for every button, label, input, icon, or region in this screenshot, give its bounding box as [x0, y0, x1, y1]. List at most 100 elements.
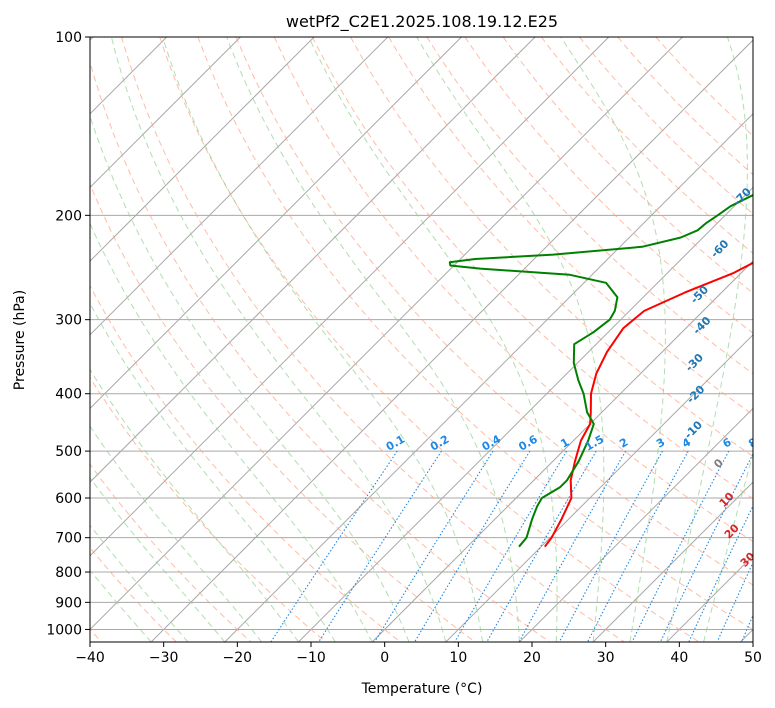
- line-labels: -100-90-80-70-60-50-40-30-20-100.10.20.4…: [384, 100, 775, 598]
- dry-adiabat-line: [655, 37, 753, 137]
- dry-adiabat-line: [159, 37, 700, 642]
- y-tick-label: 200: [55, 208, 82, 224]
- mixing-ratio-label: 1.5: [583, 433, 606, 454]
- y-tick-label: 500: [55, 444, 82, 460]
- mixing-ratio-label: 8: [746, 436, 759, 451]
- y-tick-label: 1000: [46, 622, 82, 638]
- moist-adiabat-line: [110, 37, 447, 642]
- moist-adiabat-line: [162, 37, 484, 642]
- dry-adiabat-label: -60: [708, 237, 731, 260]
- moist-adiabat-line: [90, 569, 152, 642]
- moist-adiabat-line: [90, 425, 262, 642]
- moist-adiabat-label: 20: [722, 521, 742, 541]
- x-tick-label: 0: [380, 650, 389, 666]
- moist-adiabat-line: [90, 222, 373, 642]
- x-tick-label: −30: [149, 650, 179, 666]
- mixing-ratio-line: [414, 450, 531, 642]
- mixing-ratio-line: [741, 613, 753, 642]
- moist-adiabat-line: [90, 368, 299, 642]
- mixing-ratio-line: [518, 450, 627, 642]
- dry-adiabat-line: [617, 37, 753, 176]
- mixing-ratio-line: [374, 450, 494, 642]
- x-tick-label: 20: [523, 650, 541, 666]
- mixing-ratio-label: 0.1: [384, 433, 407, 454]
- y-tick-label: 800: [55, 565, 82, 581]
- dry-adiabat-line: [426, 37, 753, 375]
- mixing-ratio-line: [631, 450, 730, 642]
- x-tick-label: 40: [670, 650, 688, 666]
- isotherm-line: [90, 37, 315, 262]
- moist-adiabat-line: [666, 37, 748, 642]
- mixing-ratio-label: 0.6: [516, 432, 540, 453]
- mixing-ratio-line: [558, 450, 663, 642]
- dry-adiabat-label: -80: [750, 140, 773, 163]
- isotherm-line: [90, 37, 241, 189]
- mixing-ratio-line: [688, 504, 753, 642]
- dry-adiabat-line: [541, 37, 753, 254]
- isotherm-line: [150, 39, 753, 642]
- y-axis-title: Pressure (hPa): [12, 290, 28, 390]
- moist-adiabat-label: 40: [754, 578, 774, 598]
- dry-adiabat-line: [121, 37, 625, 642]
- mixing-ratio-label: 1: [558, 436, 571, 451]
- moist-adiabat-label: 30: [738, 549, 758, 569]
- y-tick-label: 700: [55, 531, 82, 547]
- moist-adiabat-line: [308, 37, 558, 642]
- dry-adiabat-label: -40: [690, 314, 713, 337]
- y-tick-label: 100: [55, 30, 82, 46]
- moist-adiabat-line: [703, 452, 753, 642]
- x-axis: −40 −30 −20 −10 0 10 20 30 40 50: [75, 642, 762, 666]
- mixing-ratio-label: 2: [617, 436, 630, 451]
- dry-adiabat-label: -50: [688, 283, 711, 306]
- y-axis: 100 200 300 400 500 600 700 800 900 1000: [46, 30, 90, 638]
- profile-lines: [448, 193, 753, 548]
- mixing-ratio-label: 3: [654, 436, 667, 451]
- moist-adiabat-line: [90, 524, 189, 642]
- x-axis-title: Temperature (°C): [361, 681, 483, 697]
- x-tick-label: −20: [223, 650, 253, 666]
- moist-adiabat-line: [90, 476, 226, 642]
- dry-adiabat-line: [197, 37, 753, 630]
- y-tick-label: 900: [55, 595, 82, 611]
- mixing-ratio-line: [318, 450, 442, 642]
- dry-adiabat-line: [90, 463, 252, 642]
- dry-adiabat-line: [90, 284, 401, 642]
- isotherm-line: [224, 113, 753, 642]
- dry-adiabat-line: [235, 37, 753, 586]
- dry-adiabat-line: [311, 37, 753, 500]
- moist-adiabat-line: [90, 302, 336, 642]
- dry-adiabat-line: [90, 376, 327, 642]
- isotherm-line: [90, 37, 462, 410]
- x-tick-label: −40: [75, 650, 105, 666]
- dry-adiabat-label: -20: [684, 383, 707, 406]
- isotherm-line: [90, 37, 536, 483]
- isotherm-line: [592, 481, 753, 642]
- isotherm-line: [445, 334, 753, 642]
- x-tick-label: −10: [296, 650, 326, 666]
- isotherm-line: [666, 555, 753, 642]
- moist-adiabat-line: [90, 114, 410, 642]
- mixing-ratio-label: 6: [720, 435, 733, 450]
- mixing-ratio-line: [270, 450, 398, 642]
- dry-adiabat-line: [350, 37, 753, 458]
- mixing-ratio-line: [659, 452, 753, 642]
- y-tick-label: 400: [55, 387, 82, 403]
- dry-adiabat-line: [90, 183, 476, 642]
- isotherm-line: [90, 37, 610, 557]
- isotherm-line: [90, 37, 389, 336]
- y-tick-label: 300: [55, 313, 82, 329]
- dewpoint-profile: [448, 193, 753, 548]
- mixing-ratio-label: 10: [769, 433, 775, 452]
- isotherm-line: [90, 37, 683, 631]
- moist-adiabat-label: 0: [711, 456, 726, 471]
- moist-adiabat-line: [560, 37, 666, 642]
- x-tick-label: 30: [597, 650, 615, 666]
- temperature-profile: [544, 261, 753, 548]
- moist-adiabat-line: [226, 37, 520, 642]
- isotherm-line: [371, 260, 753, 642]
- dry-adiabat-line: [464, 37, 753, 334]
- moist-adiabat-line: [416, 37, 605, 642]
- dry-adiabat-label: -90: [761, 100, 775, 123]
- dry-adiabat-line: [502, 37, 753, 294]
